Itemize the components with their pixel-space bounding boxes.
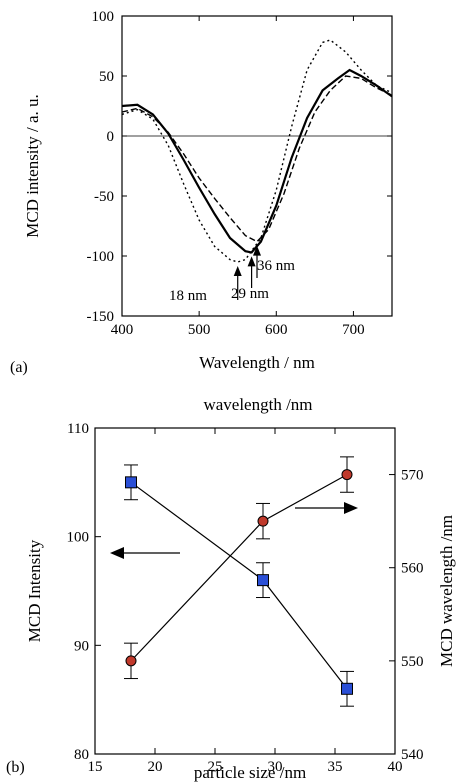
panel-label-b: (b) — [6, 759, 25, 776]
left-axis-arrow — [110, 547, 180, 559]
annotation-arrow-head — [253, 245, 261, 256]
plot-frame-a — [121, 15, 393, 317]
series-line-left — [130, 481, 348, 690]
x-tick-label-b: 15 — [88, 759, 103, 775]
x-tick-label-a: 500 — [188, 322, 211, 338]
data-point-square — [125, 476, 137, 489]
panel-label-a: (a) — [10, 359, 28, 376]
y-tick-label-a: -50 — [94, 189, 114, 205]
data-point-square — [257, 574, 269, 587]
x-tick-label-a: 400 — [111, 322, 134, 338]
x-tick-label-b: 40 — [388, 759, 403, 775]
annotation-label: 29 nm — [231, 286, 269, 302]
data-point-circle — [341, 469, 353, 481]
data-point-circle — [257, 515, 269, 527]
series-line-right — [130, 474, 348, 662]
y-tick-label-b-left: 110 — [67, 421, 89, 437]
y-tick-label-a: 50 — [99, 69, 114, 85]
annotation-label: 18 nm — [169, 288, 207, 304]
series-line-29-nm — [121, 68, 393, 254]
y-tick-label-b-left: 100 — [67, 530, 90, 546]
x-tick-label-b: 35 — [328, 759, 343, 775]
y-tick-label-b-right: 560 — [401, 561, 424, 577]
annotation-arrow-head — [247, 256, 256, 267]
series-line-18-nm — [121, 39, 393, 263]
y-axis-label-right-b: MCD wavelength /nm — [437, 515, 456, 667]
data-point-square — [341, 682, 353, 695]
y-tick-label-a: 0 — [107, 129, 115, 145]
y-tick-label-b-right: 540 — [401, 747, 424, 763]
y-tick-label-b-left: 80 — [74, 747, 89, 763]
x-tick-label-b: 30 — [268, 759, 283, 775]
y-tick-label-a: 100 — [92, 9, 115, 25]
y-tick-label-b-left: 90 — [74, 638, 89, 654]
plot-frame-b — [94, 427, 396, 755]
y-tick-label-a: -150 — [87, 309, 115, 325]
series-line-36-nm — [121, 75, 393, 243]
annotation-arrow-head — [233, 266, 242, 276]
top-axis-label-b: wavelength /nm — [203, 395, 312, 414]
annotation-label: 36 nm — [257, 258, 295, 274]
y-tick-label-b-right: 550 — [401, 654, 424, 670]
x-axis-label-b: particle size /nm — [194, 763, 306, 782]
x-axis-label-a: Wavelength / nm — [199, 353, 315, 372]
y-axis-label-a: MCD intensity / a. u. — [23, 94, 42, 238]
x-tick-label-a: 700 — [342, 322, 365, 338]
data-point-circle — [125, 655, 137, 667]
x-tick-label-b: 25 — [208, 759, 223, 775]
y-axis-label-left-b: MCD Intensity — [25, 539, 44, 642]
x-tick-label-b: 20 — [148, 759, 163, 775]
y-tick-label-b-right: 570 — [401, 468, 424, 484]
y-tick-label-a: -100 — [87, 249, 115, 265]
x-tick-label-a: 600 — [265, 322, 288, 338]
right-axis-arrow — [295, 502, 358, 514]
panel-b: wavelength /nm 110 100 90 80 570 560 550 540 1… — [6, 395, 456, 782]
